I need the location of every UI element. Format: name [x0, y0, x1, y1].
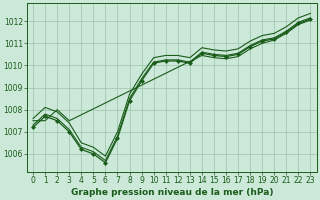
X-axis label: Graphe pression niveau de la mer (hPa): Graphe pression niveau de la mer (hPa)	[70, 188, 273, 197]
